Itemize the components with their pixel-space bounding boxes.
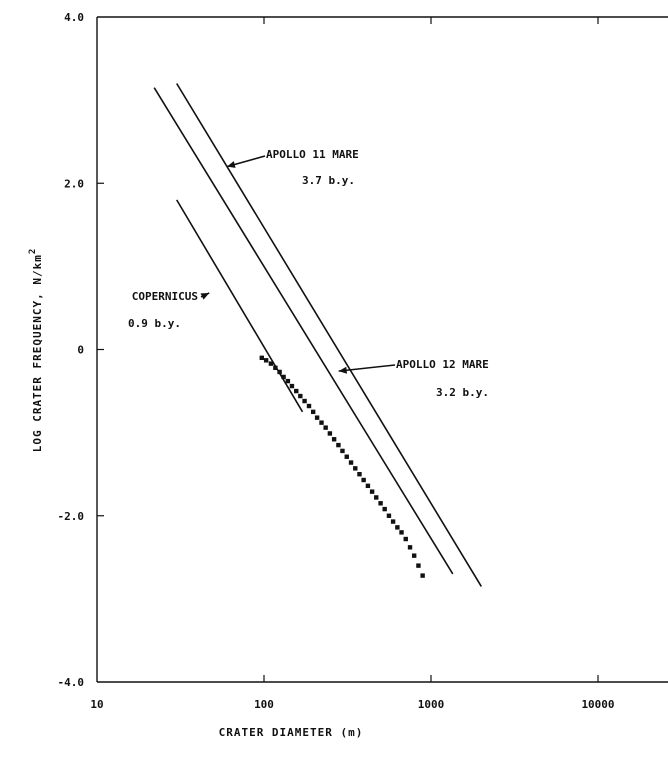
- a12-label: APOLLO 12 MARE: [396, 358, 489, 371]
- data-point: [306, 403, 312, 409]
- data-point: [416, 563, 421, 568]
- data-point: [285, 378, 291, 384]
- y-axis-title: LOG CRATER FREQUENCY, N/km2: [28, 248, 44, 453]
- a12-arrow-head: [338, 366, 348, 374]
- data-point: [268, 361, 274, 366]
- annotations-group: APOLLO 11 MARE 3.7 b.y. APOLLO 12 MARE 3.2 …: [128, 148, 489, 399]
- a12-age-label: 3.2 b.y.: [436, 386, 489, 399]
- y-tick-label: -2.0: [58, 510, 85, 523]
- data-point: [403, 536, 408, 542]
- data-point: [289, 383, 295, 389]
- data-point: [263, 358, 269, 363]
- data-point: [277, 369, 282, 375]
- cop-arrow-head: [200, 292, 210, 300]
- data-point: [382, 506, 387, 512]
- data-point: [259, 355, 264, 361]
- y-tick-label: -4.0: [58, 676, 85, 689]
- data-point: [353, 466, 358, 471]
- data-point: [273, 365, 278, 370]
- cop-age-label: 0.9 b.y.: [128, 317, 181, 330]
- data-point: [420, 573, 425, 578]
- data-point: [298, 393, 303, 399]
- data-point: [294, 388, 299, 394]
- data-point: [336, 442, 341, 448]
- a12-arrow-line: [338, 364, 396, 372]
- data-point: [344, 454, 349, 459]
- data-points-group: [259, 355, 425, 578]
- plot-frame-group: [96, 16, 668, 683]
- data-point: [340, 448, 345, 454]
- x-tick-label: 1000: [418, 698, 445, 711]
- data-point: [327, 431, 333, 436]
- data-point: [323, 425, 328, 430]
- data-point: [310, 409, 316, 415]
- data-point: [302, 398, 307, 404]
- y-axis-title-text: LOG CRATER FREQUENCY, N/km: [31, 254, 44, 452]
- tick-labels-group: 10 100 1000 10000 4.0 2.0 0 -2.0 -4.0: [58, 11, 615, 711]
- data-point: [331, 437, 337, 442]
- data-point: [374, 495, 379, 500]
- x-axis-title: CRATER DIAMETER (m): [219, 726, 364, 739]
- x-tick-label: 10000: [581, 698, 614, 711]
- data-point: [348, 460, 354, 465]
- a11-label: APOLLO 11 MARE: [266, 148, 359, 161]
- data-point: [369, 489, 375, 494]
- a11-age-label: 3.7 b.y.: [302, 174, 355, 187]
- data-point: [319, 420, 324, 425]
- a11-arrow-head: [226, 161, 236, 168]
- data-point: [399, 530, 404, 535]
- apollo-11-mare-line: [176, 83, 482, 587]
- data-point: [361, 477, 366, 483]
- data-point: [365, 483, 371, 489]
- data-point: [378, 501, 383, 506]
- data-point: [314, 415, 320, 420]
- data-point: [407, 545, 413, 550]
- data-point: [386, 513, 392, 518]
- x-tick-label: 10: [90, 698, 103, 711]
- y-tick-label: 0: [77, 344, 84, 357]
- x-tick-label: 100: [254, 698, 274, 711]
- y-tick-label: 4.0: [64, 11, 84, 24]
- data-point: [390, 519, 396, 524]
- copernicus-line: [176, 199, 304, 413]
- y-tick-label: 2.0: [64, 177, 84, 190]
- data-point: [411, 553, 417, 558]
- data-point: [395, 525, 400, 530]
- data-point: [281, 374, 286, 380]
- cop-label: COPERNICUS: [132, 290, 198, 303]
- apollo-12-mare-line: [153, 87, 454, 575]
- y-axis-title-superscript: 2: [28, 248, 38, 254]
- data-point: [357, 471, 362, 477]
